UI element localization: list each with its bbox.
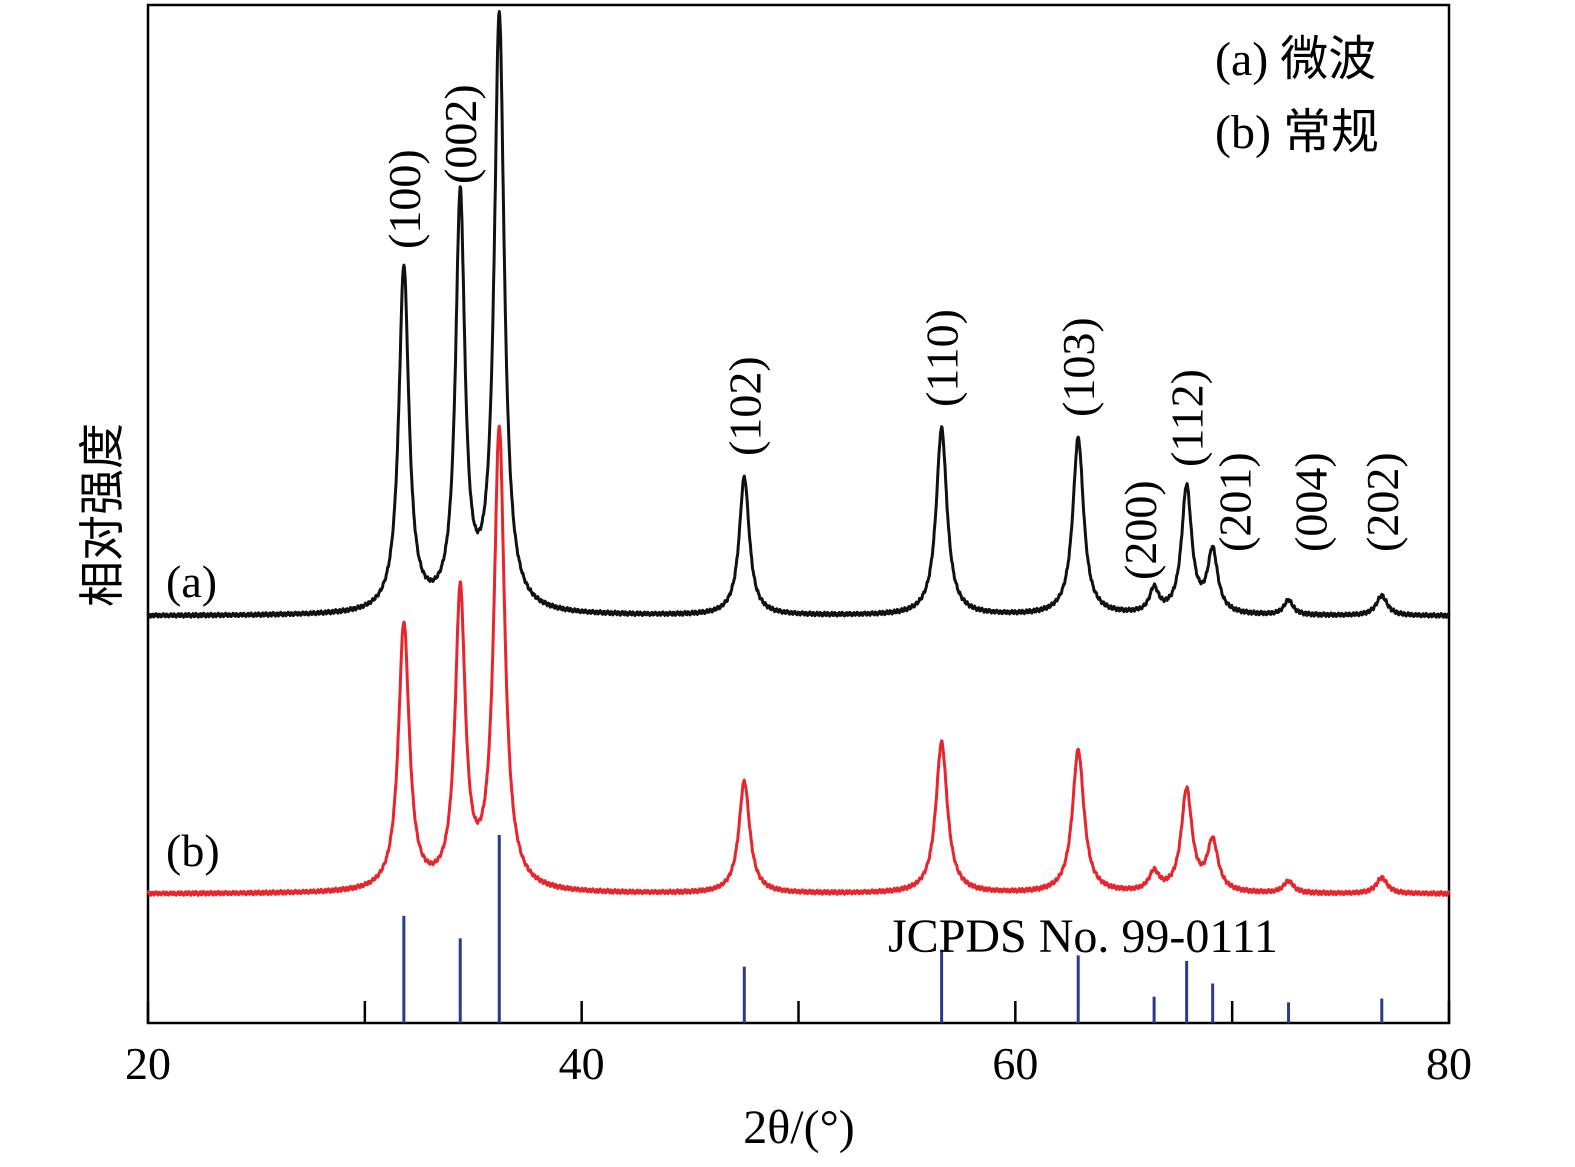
peak-label-10: (202) (1357, 452, 1408, 552)
series-label-b: (b) (166, 825, 220, 876)
x-tick-label-2: 60 (992, 1038, 1038, 1089)
reference-label: JCPDS No. 99-0111 (888, 910, 1278, 963)
x-axis: 20 40 60 80 (125, 1001, 1472, 1089)
x-tick-label-3: 80 (1426, 1038, 1472, 1089)
y-axis-label: 相对强度 (77, 423, 128, 607)
legend-entry-b: (b) 常规 (1215, 106, 1379, 159)
peak-label-6: (200) (1115, 480, 1166, 580)
legend-entry-a: (a) 微波 (1215, 33, 1376, 86)
series-layer (146, 10, 1451, 897)
peak-label-1: (002) (435, 84, 486, 184)
x-tick-label-1: 40 (559, 1038, 605, 1089)
peak-label-7: (112) (1162, 369, 1213, 467)
peak-label-3: (102) (719, 356, 770, 456)
x-axis-label: 2θ/(°) (743, 1101, 855, 1154)
x-tick-label-0: 20 (125, 1038, 171, 1089)
series-line-a (146, 10, 1451, 619)
peak-label-4: (110) (917, 309, 968, 407)
peak-label-8: (201) (1210, 452, 1261, 552)
reference-lines (402, 835, 1384, 1023)
peak-annotations: (100)(002)(101)(102)(110)(103)(200)(112)… (379, 84, 1408, 580)
peak-label-5: (103) (1053, 317, 1104, 417)
series-label-a: (a) (166, 556, 217, 607)
peak-label-0: (100) (379, 149, 430, 249)
peak-label-9: (004) (1286, 452, 1337, 552)
series-line-b (146, 424, 1451, 897)
